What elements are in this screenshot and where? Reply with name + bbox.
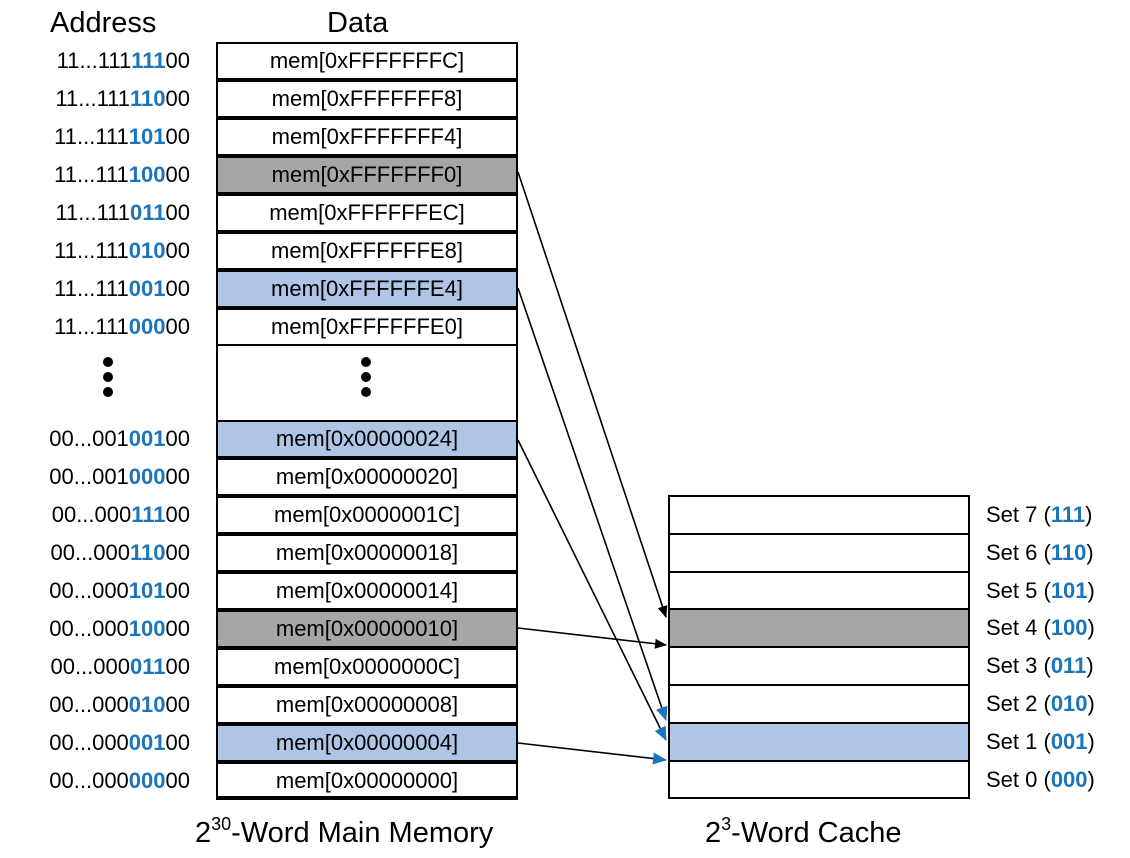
address-label: 11...11110100 bbox=[54, 124, 190, 149]
address-label: 11...11100000 bbox=[54, 314, 190, 339]
arrow-ffffffe4-to-set1 bbox=[517, 287, 668, 721]
arrow-00000024-to-set1 bbox=[517, 439, 667, 741]
arrow-00000004-to-set1 bbox=[517, 742, 667, 765]
memory-row: mem[0xFFFFFFF0] bbox=[216, 156, 518, 194]
memory-row: mem[0x0000000C] bbox=[216, 648, 518, 686]
memory-row: mem[0xFFFFFFE0] bbox=[216, 308, 518, 346]
address-header: Address bbox=[50, 7, 157, 39]
memory-row: mem[0x00000008] bbox=[216, 686, 518, 724]
memory-row: mem[0x00000010] bbox=[216, 610, 518, 648]
memory-row: mem[0xFFFFFFF4] bbox=[216, 118, 518, 156]
address-label: 00...00100000 bbox=[49, 464, 190, 489]
address-label: 00...00010100 bbox=[49, 578, 190, 603]
address-label: 00...00001000 bbox=[49, 692, 190, 717]
memory-row: mem[0xFFFFFFEC] bbox=[216, 194, 518, 232]
address-label: 00...00011000 bbox=[50, 540, 191, 565]
memory-row: mem[0xFFFFFFFC] bbox=[216, 42, 518, 80]
address-label: 11...11100100 bbox=[54, 276, 190, 301]
memory-row: mem[0x00000000] bbox=[216, 762, 518, 800]
cache-set-label: Set 7 (111) bbox=[986, 502, 1093, 527]
arrow-00000010-to-set4 bbox=[517, 627, 667, 649]
address-label: 11...11101000 bbox=[54, 238, 190, 263]
address-label: 11...11110000 bbox=[54, 162, 190, 187]
cache-set-label: Set 5 (101) bbox=[986, 577, 1095, 603]
address-label: 00...00011100 bbox=[51, 502, 190, 527]
cache-set-row bbox=[668, 759, 970, 800]
memory-row: mem[0x00000024] bbox=[216, 420, 518, 458]
memory-row: mem[0x00000004] bbox=[216, 724, 518, 762]
address-label: 00...00000000 bbox=[49, 768, 190, 793]
address-label: 00...00010000 bbox=[49, 616, 190, 641]
memory-row: mem[0xFFFFFFF8] bbox=[216, 80, 518, 118]
cache-set-label: Set 0 (000) bbox=[986, 766, 1095, 792]
address-ellipsis-icon bbox=[103, 357, 113, 402]
memory-row: mem[0xFFFFFFE8] bbox=[216, 232, 518, 270]
cache-set-label: Set 2 (010) bbox=[986, 691, 1095, 716]
memory-row: mem[0x00000014] bbox=[216, 572, 518, 610]
address-label: 00...00001100 bbox=[50, 654, 191, 679]
address-label: 11...11111100 bbox=[56, 48, 190, 73]
cache-set-label: Set 3 (011) bbox=[986, 653, 1094, 679]
address-label: 11...11111000 bbox=[55, 86, 190, 111]
cache-caption: 23-Word Cache bbox=[705, 814, 902, 849]
cache-set-label: Set 4 (100) bbox=[986, 615, 1095, 641]
arrow-fffffff0-to-set4 bbox=[517, 171, 668, 618]
address-label: 11...11101100 bbox=[55, 200, 190, 225]
cache-set-label: Set 1 (001) bbox=[986, 728, 1095, 754]
data-header: Data bbox=[327, 7, 389, 39]
memory-row: mem[0x00000020] bbox=[216, 458, 518, 496]
memory-row: mem[0xFFFFFFE4] bbox=[216, 270, 518, 308]
memory-caption: 230-Word Main Memory bbox=[195, 814, 494, 849]
address-label: 00...00100100 bbox=[49, 426, 190, 451]
data-ellipsis-icon bbox=[361, 357, 371, 402]
memory-row: mem[0x0000001C] bbox=[216, 496, 518, 534]
cache-set-label: Set 6 (110) bbox=[986, 539, 1094, 565]
address-label: 00...00000100 bbox=[49, 730, 190, 755]
memory-row: mem[0x00000018] bbox=[216, 534, 518, 572]
